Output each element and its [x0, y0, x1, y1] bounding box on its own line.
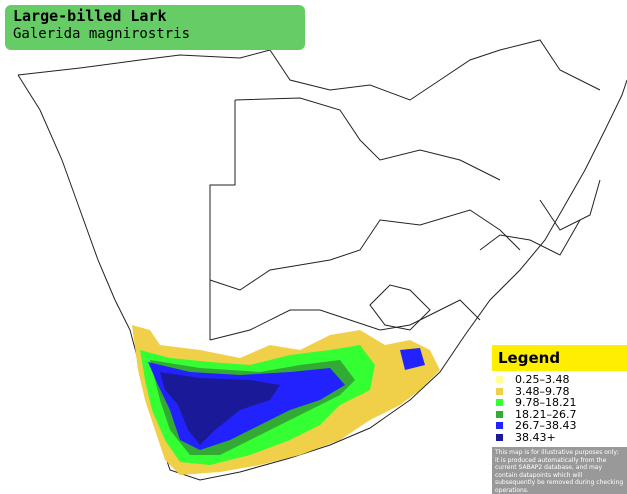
legend-item: 9.78–18.21 — [496, 396, 627, 410]
border — [369, 284, 431, 331]
border — [209, 299, 481, 341]
border — [234, 97, 501, 181]
legend-item: 3.48–9.78 — [496, 384, 627, 398]
legend-item: 26.7–38.43 — [496, 419, 627, 433]
legend-label: 0.25–3.48 — [515, 373, 570, 387]
border — [209, 209, 521, 291]
border — [17, 49, 271, 76]
border — [479, 219, 581, 256]
legend-title: Legend — [492, 345, 627, 371]
legend: Legend 0.25–3.48 3.48–9.78 9.78–18.21 18.21… — [492, 345, 627, 494]
title-box: Large-billed Lark Galerida magnirostris — [5, 5, 305, 50]
subtitle: Galerida magnirostris — [13, 26, 191, 42]
legend-label: 3.48–9.78 — [515, 384, 570, 398]
legend-label: 18.21–26.7 — [515, 407, 577, 421]
legend-item: 18.21–26.7 — [496, 407, 627, 421]
legend-label: 38.43+ — [515, 430, 556, 444]
legend-item: 0.25–3.48 — [496, 373, 627, 387]
legend-swatch — [496, 433, 503, 441]
legend-swatch — [496, 422, 503, 430]
legend-label: 26.7–38.43 — [515, 419, 577, 433]
border — [539, 179, 601, 231]
borders — [17, 39, 627, 481]
legend-swatch — [496, 387, 503, 395]
legend-item: 38.43+ — [496, 430, 627, 444]
range-area — [160, 372, 280, 445]
legend-label: 9.78–18.21 — [515, 396, 577, 410]
border — [209, 100, 236, 340]
title: Large-billed Lark — [13, 7, 167, 25]
range-area — [400, 348, 425, 370]
legend-swatch — [496, 410, 503, 418]
legend-items: 0.25–3.48 3.48–9.78 9.78–18.21 18.21–26.7 26… — [492, 371, 627, 444]
disclaimer: This map is for illustrative purposes on… — [492, 447, 627, 494]
distribution — [132, 325, 440, 475]
border — [269, 49, 441, 101]
border — [439, 39, 601, 91]
legend-swatch — [496, 399, 503, 407]
legend-swatch — [496, 376, 503, 384]
coastline — [17, 74, 627, 481]
